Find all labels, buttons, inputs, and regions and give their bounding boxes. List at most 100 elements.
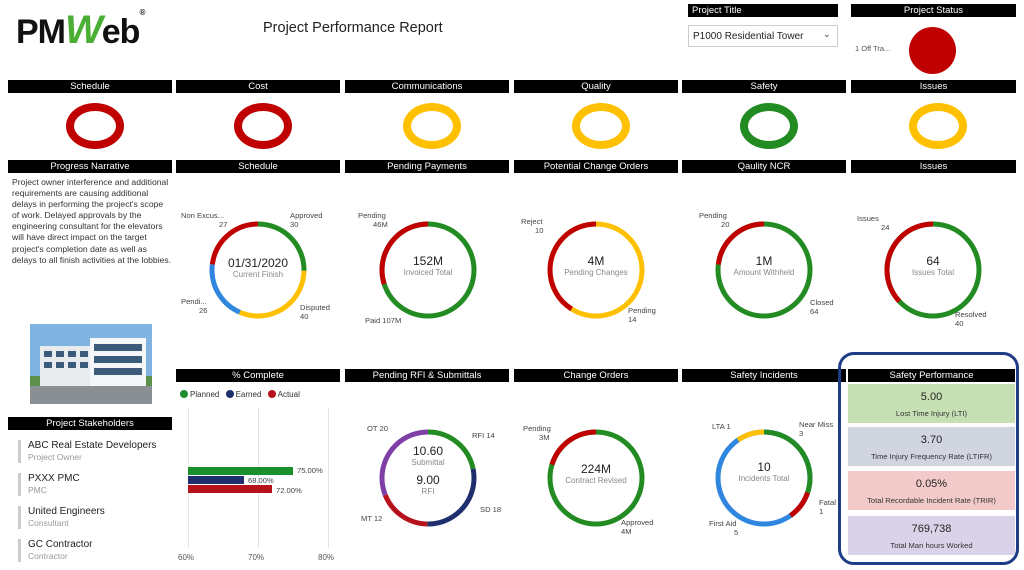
stakeholder-item[interactable]: ABC Real Estate Developers Project Owner [18,440,168,463]
kpi-ring-cost[interactable] [234,103,292,149]
donut-segment-reject[interactable] [547,221,645,319]
potential-co-header: Potential Change Orders [514,160,678,173]
potential-co-donut[interactable] [546,220,646,320]
kpi-ring-safety[interactable] [740,103,798,149]
safety-incidents-caption: Incidents Total [738,474,790,483]
safety-incidents-header: Safety Incidents [682,369,846,382]
kpi-label: Total Man hours Worked [890,541,973,550]
stakeholder-role: Project Owner [28,452,82,462]
payments-header: Pending Payments [345,160,509,173]
donut-segment-pending[interactable] [379,221,477,319]
stakeholder-role: Consultant [28,518,69,528]
kpi-header-cost: Cost [176,80,340,93]
payments-caption: Invoiced Total [403,268,453,277]
project-title-label: Project Title [688,4,838,17]
label-pending: Pendi... 26 [181,297,208,315]
kpi-ring-quality[interactable] [572,103,630,149]
legend-actual: Actual [277,390,300,399]
page-title: Project Performance Report [263,20,443,36]
stakeholder-item[interactable]: United Engineers Consultant [18,506,168,529]
ncr-caption: Amount Withheld [733,268,795,277]
donut-segment-issues[interactable] [884,221,982,319]
ncr-donut[interactable] [714,220,814,320]
schedule-header: Schedule [176,160,340,173]
label-fatal: Fatal 1 [819,498,836,516]
kpi-trir[interactable]: 0.05% Total Recordable Incident Rate (TRI… [848,471,1015,510]
potential-co-value: 4M [587,254,605,268]
bar-earned[interactable] [188,476,244,484]
bar-actual[interactable] [188,485,272,493]
safety-performance-header: Safety Performance [848,369,1015,382]
label-issues: Issues 24 [857,214,890,232]
bar-planned[interactable] [188,467,293,475]
potential-co-caption: Pending Changes [564,268,628,277]
donut-segment-non-excusable[interactable] [209,221,307,319]
issues-donut[interactable] [883,220,983,320]
label-sd: SD 18 [480,505,502,514]
label-mt: MT 12 [361,514,383,523]
legend-swatch-earned [225,390,234,398]
label-non-excusable: Non Excus... 27 [181,211,228,229]
change-orders-caption: Contract Revised [565,476,627,485]
bar-label-actual: 72.00% [276,486,302,495]
status-indicator [909,27,956,74]
schedule-value: 01/31/2020 [227,256,289,270]
rfi-value: 9.00 [416,473,440,487]
kpi-ring-communications[interactable] [403,103,461,149]
label-pending: Pending 46M [358,211,388,229]
issues-value: 64 [926,254,940,268]
donut-segment-lta[interactable] [715,429,813,527]
issues-header: Issues [851,160,1016,173]
donut-segment-disputed[interactable] [209,221,307,319]
donut-segment-pending[interactable] [209,221,307,319]
rfi-header: Pending RFI & Submittals [345,369,509,382]
label-closed: Closed 64 [810,298,834,316]
kpi-lti[interactable]: 5.00 Lost Time Injury (LTI) [848,384,1015,423]
kpi-ltifr[interactable]: 3.70 Time Injury Frequency Rate (LTIFR) [848,427,1015,466]
project-status-label: Project Status [851,4,1016,17]
donut-segment-sd[interactable] [379,429,477,527]
submittal-value: 10.60 [412,444,444,458]
label-first-aid: First Aid 5 [709,519,739,537]
donut-segment-pending[interactable] [715,221,813,319]
label-lta: LTA 1 [712,422,731,431]
kpi-value: 3.70 [920,434,943,446]
chevron-down-icon: ⌄ [822,29,831,40]
label-near-miss: Near Miss 3 [799,420,834,438]
bar-label-earned: 68.00% [248,476,274,485]
status-item-label: 1 Off Tra... [855,44,891,53]
kpi-value: 5.00 [920,391,943,403]
label-approved: Approved 30 [290,211,323,229]
kpi-header-safety: Safety [682,80,846,93]
kpi-header-communications: Communications [345,80,509,93]
payments-donut[interactable] [378,220,478,320]
kpi-header-quality: Quality [514,80,678,93]
donut-segment-pending[interactable] [547,429,645,527]
label-disputed: Disputed 40 [300,303,330,321]
project-select[interactable]: P1000 Residential Tower ⌄ [688,25,838,47]
kpi-man-hours[interactable]: 769,738 Total Man hours Worked [848,516,1015,555]
kpi-label: Lost Time Injury (LTI) [895,409,968,418]
stakeholder-name: ABC Real Estate Developers [28,440,157,451]
bar-label-planned: 75.00% [297,466,323,475]
chart-legend: Planned Earned Actual [180,390,300,399]
schedule-donut[interactable] [208,220,308,320]
kpi-ring-issues[interactable] [909,103,967,149]
rfi-donut[interactable] [378,428,478,528]
stakeholders-header: Project Stakeholders [8,417,172,430]
gridline-70 [258,408,259,548]
change-orders-donut[interactable] [546,428,646,528]
safety-incidents-value: 10 [757,460,771,474]
stakeholder-item[interactable]: PXXX PMC PMC [18,473,168,496]
kpi-value: 0.05% [915,478,948,490]
safety-incidents-donut[interactable] [714,428,814,528]
kpi-label: Time Injury Frequency Rate (LTIFR) [870,452,993,461]
schedule-caption: Current Finish [232,270,284,279]
label-resolved: Resolved 40 [955,310,987,328]
kpi-ring-schedule[interactable] [66,103,124,149]
label-reject: Reject 10 [521,217,544,235]
issues-caption: Issues Total [911,268,955,277]
donut-segment-ot[interactable] [379,429,477,527]
legend-swatch-actual [267,390,276,398]
stakeholder-item[interactable]: GC Contractor Contractor [18,539,168,562]
